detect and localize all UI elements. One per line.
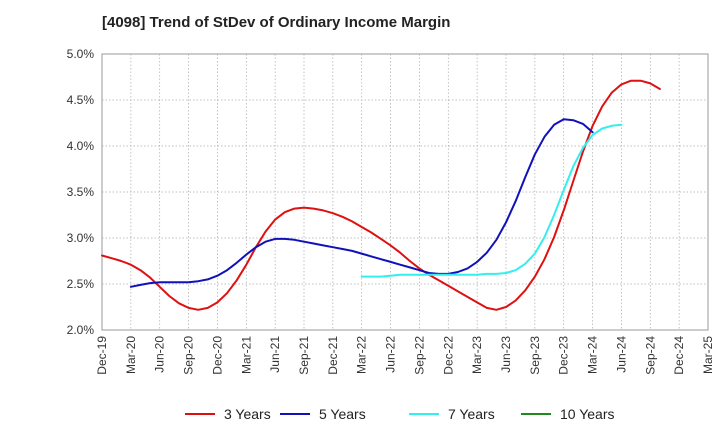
- y-tick-label: 5.0%: [67, 47, 95, 61]
- x-tick-label: Mar-20: [124, 336, 138, 374]
- y-tick-label: 3.5%: [67, 185, 95, 199]
- x-tick-label: Mar-23: [470, 336, 484, 374]
- series-lines: [101, 79, 661, 311]
- x-tick-label: Jun-21: [268, 336, 282, 373]
- x-tick-label: Mar-24: [586, 336, 600, 374]
- series-line: [101, 79, 661, 311]
- x-tick-label: Jun-24: [614, 336, 628, 373]
- y-tick-label: 2.5%: [67, 277, 95, 291]
- series-line: [129, 118, 594, 288]
- x-tick-label: Jun-22: [384, 336, 398, 373]
- x-tick-label: Dec-21: [326, 336, 340, 375]
- x-tick-label: Mar-21: [239, 336, 253, 374]
- legend-label: 5 Years: [319, 406, 366, 422]
- legend-label: 7 Years: [448, 406, 495, 422]
- y-tick-label: 4.0%: [67, 139, 95, 153]
- legend: 3 Years 5 Years 7 Years 10 Years: [185, 406, 615, 422]
- chart-title: [4098] Trend of StDev of Ordinary Income…: [102, 14, 451, 31]
- legend-label: 10 Years: [560, 406, 615, 422]
- x-tick-label: Sep-22: [412, 336, 426, 375]
- x-tick-label: Sep-24: [643, 336, 657, 375]
- x-tick-label: Sep-21: [297, 336, 311, 375]
- y-tick-label: 3.0%: [67, 231, 95, 245]
- x-tick-label: Mar-22: [355, 336, 369, 374]
- y-tick-label: 2.0%: [67, 323, 95, 337]
- x-tick-label: Jun-23: [499, 336, 513, 373]
- x-axis-ticks: Dec-19 Mar-20 Jun-20 Sep-20 Dec-20 Mar-21 Jun-…: [95, 336, 715, 375]
- x-tick-label: Dec-24: [672, 336, 686, 375]
- x-tick-label: Sep-20: [182, 336, 196, 375]
- x-tick-label: Dec-20: [210, 336, 224, 375]
- y-tick-label: 4.5%: [67, 93, 95, 107]
- x-tick-label: Dec-19: [95, 336, 109, 375]
- x-tick-label: Dec-23: [557, 336, 571, 375]
- y-axis-ticks: 2.0% 2.5% 3.0% 3.5% 4.0% 4.5% 5.0%: [67, 47, 95, 337]
- grid-lines: [101, 53, 709, 331]
- x-tick-label: Jun-20: [153, 336, 167, 373]
- x-tick-label: Sep-23: [528, 336, 542, 375]
- series-line: [360, 123, 623, 278]
- legend-label: 3 Years: [224, 406, 271, 422]
- x-tick-label: Mar-25: [701, 336, 715, 374]
- plot-frame: [101, 53, 709, 331]
- x-tick-label: Dec-22: [441, 336, 455, 375]
